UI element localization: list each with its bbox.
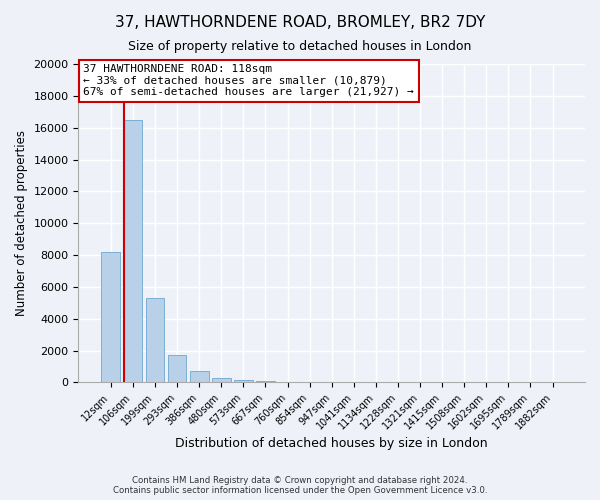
Bar (146, 298, 164, 382)
X-axis label: Distribution of detached houses by size in London: Distribution of detached houses by size … (175, 437, 488, 450)
Bar (234, 380, 253, 382)
Bar (124, 120, 142, 382)
Bar (212, 378, 230, 382)
Bar (167, 354, 187, 382)
Text: Contains HM Land Registry data © Crown copyright and database right 2024.
Contai: Contains HM Land Registry data © Crown c… (113, 476, 487, 495)
Text: 37 HAWTHORNDENE ROAD: 118sqm
← 33% of detached houses are smaller (10,879)
67% o: 37 HAWTHORNDENE ROAD: 118sqm ← 33% of de… (83, 64, 414, 97)
Text: 37, HAWTHORNDENE ROAD, BROMLEY, BR2 7DY: 37, HAWTHORNDENE ROAD, BROMLEY, BR2 7DY (115, 15, 485, 30)
Bar (101, 252, 120, 382)
Bar (190, 370, 209, 382)
Bar (256, 381, 275, 382)
Y-axis label: Number of detached properties: Number of detached properties (15, 130, 28, 316)
Text: Size of property relative to detached houses in London: Size of property relative to detached ho… (128, 40, 472, 53)
